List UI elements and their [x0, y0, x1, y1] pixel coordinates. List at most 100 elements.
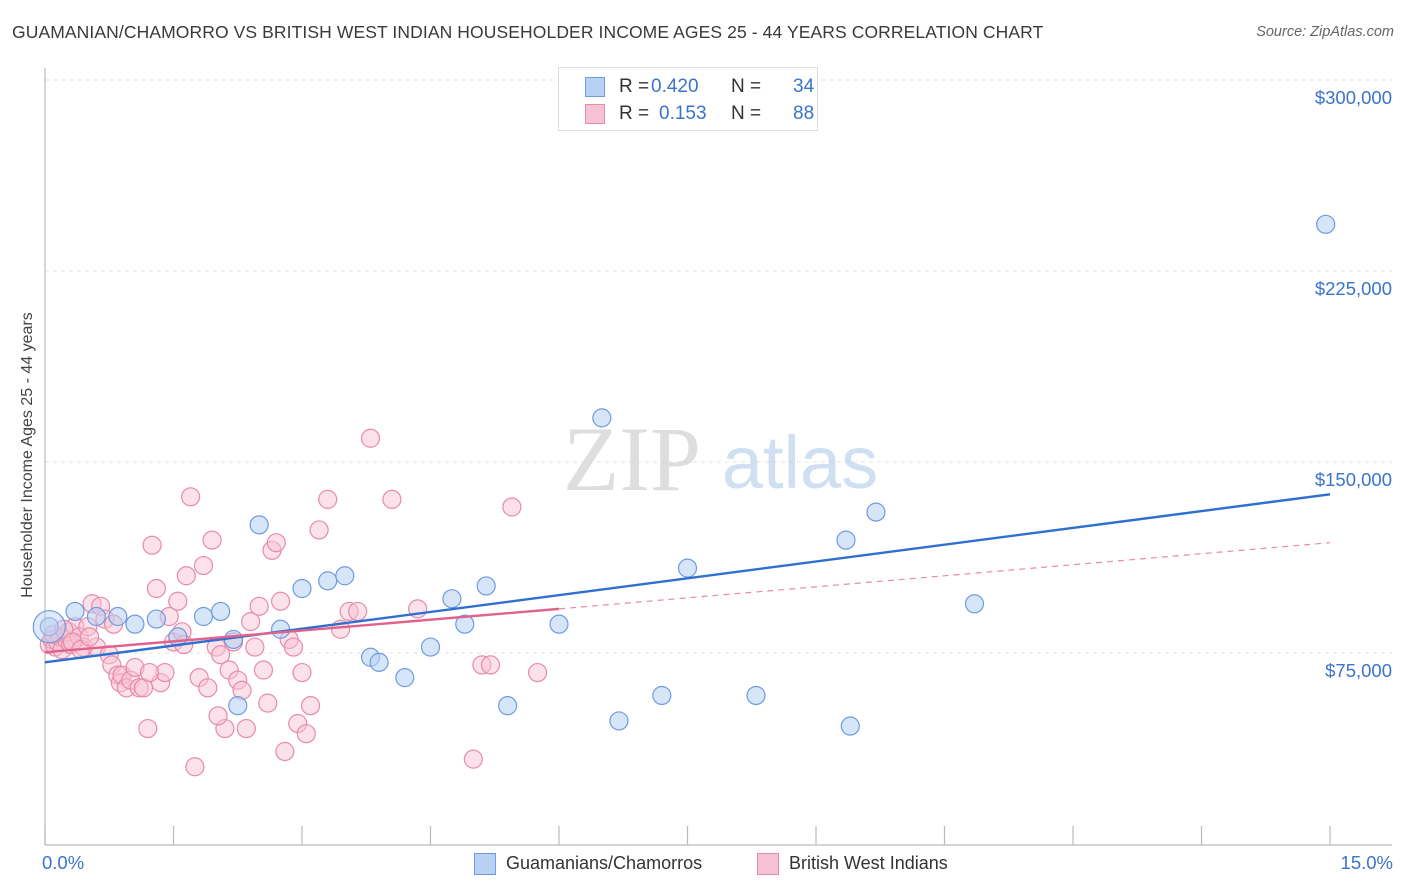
guamanian-point	[442, 589, 462, 609]
watermark-atlas: atlas	[722, 421, 878, 504]
legend-label: British West Indians	[789, 853, 948, 873]
bwi-point	[266, 533, 286, 553]
trend-lines	[44, 493, 1331, 664]
bwi-point	[253, 660, 274, 680]
bwi-point	[79, 627, 100, 647]
tick-labels: $75,000 $150,000 $225,000 $300,000 0.0% 15.0%	[42, 87, 1393, 873]
guamanian-point	[335, 566, 355, 586]
source-label: Source: ZipAtlas.com	[1256, 24, 1394, 40]
bwi-trend-extension	[558, 542, 1331, 610]
r-value: 0.420	[651, 76, 699, 97]
y-tick-label: $150,000	[1315, 469, 1392, 490]
guamanian-point	[652, 685, 672, 706]
bwi-point	[360, 428, 381, 448]
guamanian-point	[1316, 214, 1336, 234]
guamanian-point	[866, 502, 886, 522]
bwi-point	[176, 566, 196, 586]
bwi-point	[185, 757, 205, 777]
bwi-point	[348, 601, 368, 622]
chart-title: GUAMANIAN/CHAMORRO VS BRITISH WEST INDIA…	[12, 22, 1044, 42]
guamanian-point	[270, 619, 291, 639]
guamanian-point	[108, 606, 128, 627]
guamanian-point	[228, 696, 248, 716]
guamanian-point	[193, 606, 214, 627]
guamanian-point	[39, 617, 59, 637]
bwi-point	[139, 662, 160, 683]
axes	[44, 68, 1392, 846]
guamanian-point	[211, 601, 231, 622]
bwi-point	[296, 724, 316, 744]
guamanian-point	[549, 614, 569, 634]
guamanian-point	[125, 614, 145, 634]
n-label: N =	[731, 103, 762, 124]
guamanian-point	[32, 610, 66, 644]
bwi-point	[258, 693, 278, 713]
bwi-point	[309, 520, 329, 540]
series-legend: Guamanians/Chamorros British West Indian…	[0, 852, 1406, 878]
guamanian-point	[964, 594, 985, 614]
bwi-point	[382, 489, 402, 509]
bwi-point	[300, 696, 321, 716]
bwi-point	[245, 637, 265, 657]
legend-swatch-blue	[474, 853, 496, 875]
bwi-point	[138, 718, 158, 739]
guamanian-point	[746, 685, 766, 706]
guamanian-point	[592, 408, 612, 428]
bwi-point	[527, 662, 548, 683]
bwi-point	[480, 655, 501, 675]
bwi-point	[463, 749, 483, 769]
bwi-point	[146, 578, 166, 599]
watermark-zip: ZIP	[563, 408, 701, 510]
guamanian-point	[840, 716, 860, 736]
legend-swatch-pink	[585, 104, 605, 124]
guamanian-point	[369, 652, 389, 672]
bwi-point	[236, 718, 256, 739]
bwi-point	[142, 535, 162, 555]
guamanian-point	[455, 614, 475, 634]
bwi-point	[181, 487, 201, 507]
y-tick-label: $225,000	[1315, 278, 1392, 299]
x-tick-label: 0.0%	[42, 852, 84, 873]
r-value: 0.153	[659, 103, 707, 124]
guamanian-point	[476, 576, 496, 596]
bwi-trend-line	[44, 607, 560, 654]
bwi-point	[208, 706, 228, 726]
legend-swatch-blue	[585, 77, 605, 97]
bwi-point	[270, 591, 291, 611]
y-tick-label: $75,000	[1325, 660, 1392, 681]
n-label: N =	[731, 76, 762, 97]
bwi-point	[275, 741, 295, 762]
guamanian-point	[292, 578, 312, 599]
guamanian-point	[836, 530, 856, 550]
guamanian-point	[86, 606, 107, 627]
legend-swatch-pink	[757, 853, 779, 875]
y-tick-label: $300,000	[1315, 87, 1392, 108]
guamanian-trend-line	[44, 493, 1331, 664]
n-value: 34	[793, 76, 815, 97]
bwi-point	[292, 662, 312, 683]
bwi-point	[193, 555, 214, 576]
bwi-point	[249, 596, 269, 616]
r-label: R =	[619, 103, 650, 124]
correlation-legend: R = 0.420 N = 34 R = 0.153 N = 88	[558, 67, 818, 131]
bwi-point	[198, 678, 218, 698]
bwi-point	[502, 497, 522, 517]
x-tick-label: 15.0%	[1341, 852, 1393, 873]
legend-label: Guamanians/Chamorros	[506, 853, 703, 873]
guamanian-point	[318, 571, 338, 591]
bwi-point	[211, 645, 231, 665]
guamanian-point	[609, 711, 629, 731]
bwi-point	[318, 489, 338, 509]
bwi-point	[168, 591, 188, 611]
guamanian-point	[65, 601, 85, 622]
guamanian-point	[677, 558, 698, 578]
guamanian-point	[249, 515, 269, 535]
bwi-point	[241, 612, 261, 632]
bwi-point	[283, 637, 304, 657]
guamanian-point	[146, 609, 166, 629]
n-value: 88	[793, 103, 815, 124]
guamanian-point	[395, 668, 415, 688]
guamanian-point	[420, 637, 441, 657]
r-label: R =	[619, 76, 650, 97]
